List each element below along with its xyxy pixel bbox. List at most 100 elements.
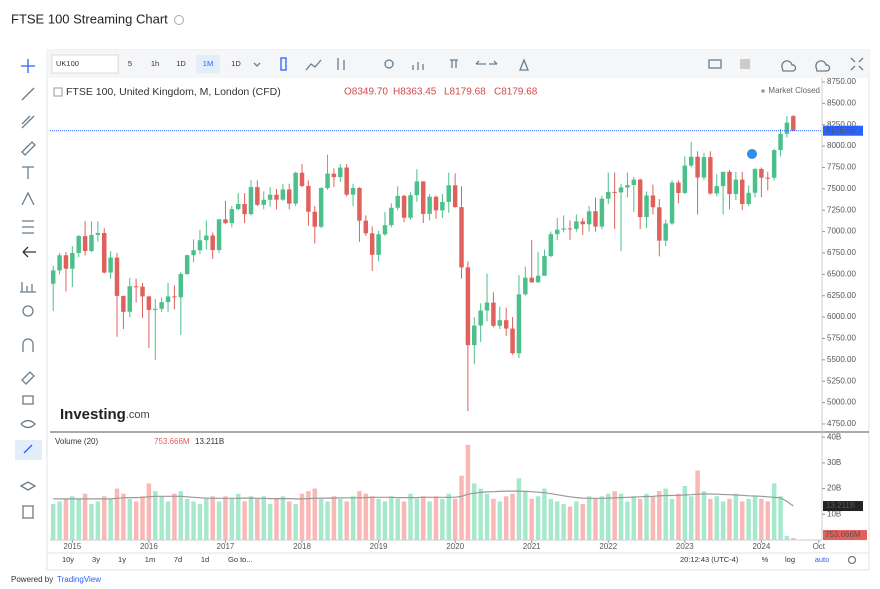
volume-bar xyxy=(637,498,643,540)
dropdown[interactable] xyxy=(253,62,261,67)
volume-bar xyxy=(350,496,356,540)
candle-body xyxy=(586,211,592,225)
market-status: Market Closed xyxy=(768,86,820,95)
volume-bar xyxy=(318,498,324,540)
candle-body xyxy=(408,195,413,218)
volume-bar xyxy=(140,496,145,540)
status-dot xyxy=(761,89,765,93)
range-button[interactable]: 7d xyxy=(174,555,182,564)
scale-button[interactable]: log xyxy=(785,555,795,564)
volume-bar xyxy=(452,498,458,540)
candle-body xyxy=(63,255,69,269)
candle-body xyxy=(682,165,688,193)
candle-body xyxy=(344,167,349,195)
candle-body xyxy=(235,203,241,210)
volume-bar xyxy=(210,496,215,540)
volume-bar xyxy=(63,498,69,540)
candle-body xyxy=(178,273,184,298)
candle-body xyxy=(57,255,62,271)
volume-bar xyxy=(784,535,790,540)
y-tick-label: 5500.00 xyxy=(827,355,856,364)
volume-bar xyxy=(280,496,286,540)
interval[interactable]: 1D xyxy=(231,59,241,68)
volume-bar xyxy=(535,496,541,540)
candle-body xyxy=(121,295,126,312)
interval[interactable]: 1D xyxy=(176,59,186,68)
volume-bar xyxy=(70,496,75,540)
interval[interactable]: 1M xyxy=(203,59,213,68)
event-marker[interactable] xyxy=(747,149,757,159)
candle-body xyxy=(740,179,745,205)
candle-body xyxy=(184,255,190,274)
candle-body xyxy=(197,240,203,251)
candle-body xyxy=(567,228,573,230)
candle-body xyxy=(446,185,451,202)
volume-bar xyxy=(421,496,426,540)
volume-bar xyxy=(108,498,113,540)
interval[interactable]: 1h xyxy=(151,59,159,68)
y-tick-label: 5750.00 xyxy=(827,334,856,343)
range-button[interactable]: 10y xyxy=(62,555,74,564)
y-tick-label: 7250.00 xyxy=(827,205,856,214)
range-button[interactable]: 1m xyxy=(145,555,155,564)
volume-bar xyxy=(503,496,509,540)
footer-link[interactable]: TradingView xyxy=(57,575,101,584)
candle-body xyxy=(369,233,375,255)
volume-bar xyxy=(593,498,598,540)
goto-button[interactable]: Go to... xyxy=(228,555,253,564)
candle-body xyxy=(146,296,152,310)
x-tick-label: 2024 xyxy=(752,542,770,551)
candle-body xyxy=(701,157,707,178)
candle-body xyxy=(299,172,305,186)
volume-bar xyxy=(293,504,298,540)
collapse-icon[interactable] xyxy=(53,87,63,97)
range-button[interactable]: 3y xyxy=(92,555,100,564)
volume-bar xyxy=(299,493,305,540)
left-toolbar[interactable] xyxy=(15,59,42,519)
info-icon[interactable] xyxy=(174,15,184,25)
x-tick-label: 2017 xyxy=(217,542,235,551)
candle-body xyxy=(172,296,177,298)
scale-button[interactable]: auto xyxy=(815,555,830,564)
volume-bar xyxy=(146,483,152,540)
volume-bar xyxy=(133,501,139,540)
volume-bar xyxy=(89,504,94,540)
candle-body xyxy=(229,209,235,224)
volume-bar xyxy=(338,498,343,540)
candle-body xyxy=(376,234,381,255)
candle-body xyxy=(637,179,643,218)
candle-body xyxy=(516,294,522,354)
settings-icon[interactable] xyxy=(847,555,857,565)
volume-bar xyxy=(759,498,764,540)
candle-body xyxy=(191,250,196,256)
candle-body xyxy=(261,199,266,205)
y-tick-label: 7000.00 xyxy=(827,227,856,236)
candle-body xyxy=(650,195,656,208)
volume-tick-label: 30B xyxy=(827,458,841,467)
interval[interactable]: 5 xyxy=(128,59,132,68)
volume-bar xyxy=(216,501,222,540)
candle-body xyxy=(357,187,362,221)
volume-bar xyxy=(261,496,266,540)
volume-bar xyxy=(121,493,126,540)
volume-bar xyxy=(561,504,566,540)
range-button[interactable]: 1d xyxy=(201,555,209,564)
candle-body xyxy=(255,187,260,205)
volume-bar xyxy=(644,493,649,540)
volume-bar xyxy=(701,491,707,540)
candle-body xyxy=(427,196,432,214)
range-button[interactable]: 1y xyxy=(118,555,126,564)
volume-bar xyxy=(510,493,515,540)
volume-bar xyxy=(491,498,496,540)
candle-body xyxy=(708,157,713,194)
scale-button[interactable]: % xyxy=(762,555,769,564)
ma-tag xyxy=(823,501,863,512)
symbol-box[interactable] xyxy=(51,54,119,74)
candle-body xyxy=(114,257,120,296)
volume-bar xyxy=(548,498,554,540)
candle-body xyxy=(127,286,132,312)
volume-bar xyxy=(733,493,739,540)
candle-body xyxy=(644,195,649,218)
volume-bar xyxy=(625,501,630,540)
volume-bar xyxy=(465,444,471,540)
